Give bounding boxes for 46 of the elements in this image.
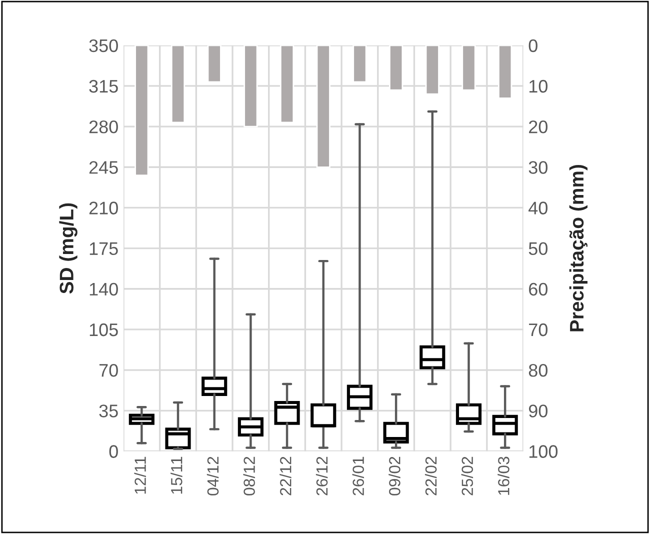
bar [207, 45, 222, 83]
y2-tick-label: 20 [529, 120, 548, 134]
bar [462, 45, 476, 91]
x-tick-label: 04/12 [206, 456, 219, 496]
bar [280, 45, 294, 124]
y-tick-label: 175 [90, 242, 118, 256]
y-tick-label: 210 [89, 202, 118, 214]
y2-tick-label: 80 [528, 364, 548, 377]
x-tick-label: 15/11 [170, 456, 182, 494]
y2-tick-label: 90 [528, 404, 548, 418]
bar [316, 45, 330, 168]
bar [389, 45, 404, 91]
y2-axis-title: Precipitação (mm) [569, 164, 588, 332]
y2-tick-label: 100 [529, 445, 558, 458]
y2-tick-label: 30 [528, 161, 548, 174]
bar [244, 45, 258, 128]
x-tick-label: 22/02 [424, 456, 437, 496]
y2-tick-label: 40 [528, 202, 548, 214]
y-tick-label: 0 [109, 445, 118, 458]
y2-tick-label: 70 [529, 323, 548, 336]
x-tick-label: 25/02 [461, 456, 474, 496]
y-tick-label: 70 [99, 364, 118, 377]
bar [498, 45, 512, 99]
y2-tick-label: 10 [529, 80, 548, 93]
x-tick-label: 12/11 [134, 456, 146, 494]
y-tick-label: 140 [90, 282, 118, 296]
y-tick-label: 350 [89, 39, 118, 52]
y2-tick-label: 0 [528, 39, 538, 52]
y-axis-title: SD (mg/L) [59, 203, 78, 294]
y-tick-label: 105 [90, 323, 118, 336]
x-tick-label: 09/02 [388, 456, 400, 496]
bar [170, 45, 186, 124]
x-tick-label: 08/12 [243, 456, 255, 496]
y-tick-label: 280 [89, 120, 118, 134]
bar [352, 45, 367, 83]
y2-tick-label: 50 [528, 242, 548, 256]
x-tick-label: 26/12 [316, 456, 328, 496]
y2-tick-label: 60 [529, 282, 548, 296]
y-tick-label: 245 [89, 161, 118, 174]
y-tick-label: 35 [99, 404, 118, 418]
y-tick-label: 315 [89, 80, 118, 93]
x-tick-label: 22/12 [280, 456, 292, 496]
bar [425, 45, 440, 95]
x-tick-label: 26/01 [352, 456, 364, 496]
x-tick-label: 16/03 [498, 456, 510, 495]
bar [134, 45, 149, 176]
